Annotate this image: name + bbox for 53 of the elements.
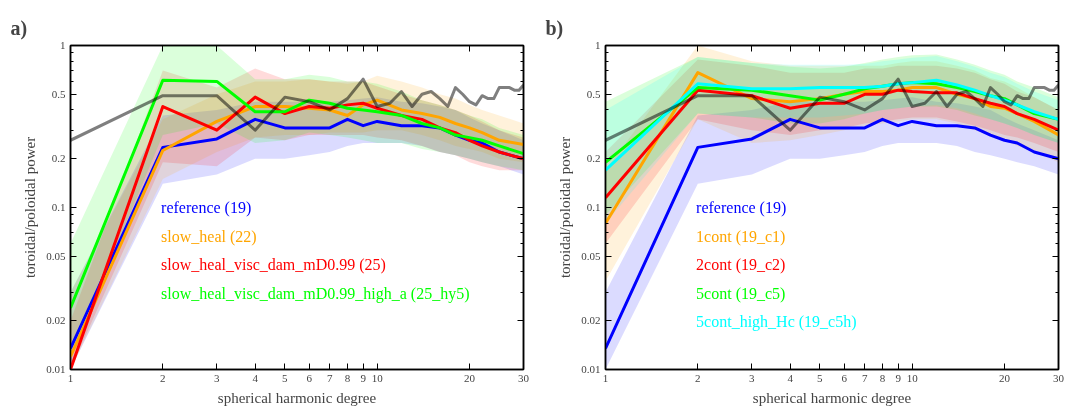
x-tick-label: 8 (344, 371, 351, 384)
y-tick-label: 0.1 (51, 201, 66, 213)
x-tick-label: 10 (906, 371, 919, 384)
y-tick-label: 0.05 (46, 249, 66, 262)
y-tick-label: 0.02 (581, 314, 601, 327)
x-tick-label: 30 (518, 371, 530, 384)
x-tick-label: 5 (817, 371, 824, 384)
x-tick-label: 8 (879, 371, 886, 384)
y-tick-label: 0.2 (51, 152, 66, 165)
x-axis-title: spherical harmonic degree (217, 389, 377, 406)
y-tick-label: 0.1 (586, 201, 601, 213)
text: slow_heal_visc_dam_mD0.99 (25) (161, 256, 386, 275)
y-tick-label: 0.05 (581, 249, 601, 262)
x-tick-label: 3 (214, 371, 221, 384)
y-tick-label: 0.5 (51, 87, 66, 100)
y-tick-label: 0.02 (46, 314, 66, 327)
y-axis-title: toroidal/poloidal power (557, 136, 574, 279)
x-tick-label: 20 (464, 371, 476, 384)
chart-title: a) (10, 16, 28, 40)
series-label: slow_heal (22) (161, 227, 257, 246)
x-tick-label: 6 (841, 371, 848, 384)
chart-title: b) (545, 16, 564, 40)
y-tick-label: 1 (60, 39, 66, 51)
x-tick-label: 4 (252, 371, 259, 384)
text: 2cont (19_c2) (696, 256, 786, 275)
x-axis-title: spherical harmonic degree (752, 389, 912, 406)
series-label: reference (19) (696, 199, 787, 217)
x-tick-label: 7 (861, 371, 868, 384)
x-tick-label: 20 (999, 371, 1011, 384)
x-tick-label: 2 (695, 371, 701, 384)
text: 5cont (19_c5) (696, 284, 786, 303)
x-tick-label: 3 (749, 371, 756, 384)
x-tick-label: 5 (282, 371, 289, 384)
x-tick-label: 10 (371, 371, 384, 384)
x-tick-label: 6 (306, 371, 313, 384)
text: 1cont (19_c1) (696, 227, 786, 246)
y-tick-label: 0.5 (586, 87, 601, 100)
y-tick-label: 0.01 (46, 363, 66, 375)
x-tick-label: 30 (1053, 371, 1065, 384)
series-label: reference (19) (161, 199, 252, 217)
y-axis-title: toroidal/poloidal power (22, 136, 39, 279)
x-tick-label: 2 (160, 371, 166, 384)
x-tick-label: 1 (67, 371, 74, 384)
x-tick-label: 4 (787, 371, 794, 384)
x-tick-label: 9 (895, 371, 902, 384)
x-tick-label: 9 (360, 371, 367, 384)
text: 5cont_high_Hc (19_c5h) (696, 313, 857, 332)
text: slow_heal_visc_dam_mD0.99_high_a (25_hy5) (161, 284, 470, 303)
x-tick-label: 1 (602, 371, 609, 384)
y-tick-label: 0.2 (586, 152, 601, 165)
x-tick-label: 7 (326, 371, 333, 384)
y-tick-label: 1 (595, 39, 601, 51)
y-tick-label: 0.01 (581, 363, 601, 375)
